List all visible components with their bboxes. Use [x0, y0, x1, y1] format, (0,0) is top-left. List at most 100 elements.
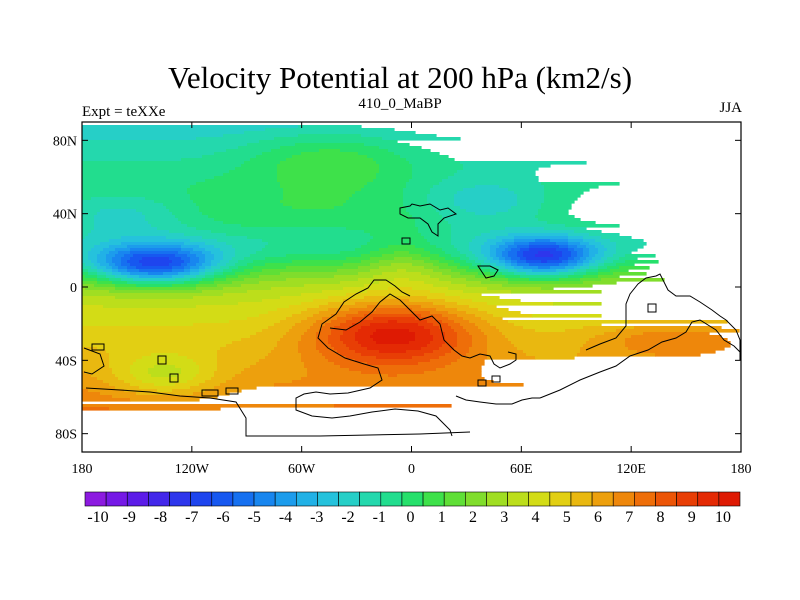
field-cell [517, 203, 542, 207]
field-cell [280, 338, 302, 342]
field-cell [244, 257, 266, 261]
field-cell [124, 254, 134, 258]
field-cell [280, 185, 365, 189]
field-cell [157, 389, 173, 393]
field-cell [223, 272, 236, 276]
field-cell [187, 263, 197, 267]
field-cell [82, 257, 89, 261]
field-cell [226, 380, 293, 384]
field-cell [514, 236, 569, 240]
field-cell [526, 353, 578, 357]
y-tick-label: 0 [70, 281, 77, 296]
field-cell [244, 131, 416, 135]
field-cell [592, 257, 602, 261]
field-cell [487, 350, 524, 354]
field-cell [583, 239, 596, 243]
field-cell [112, 257, 122, 261]
field-cell [115, 296, 194, 300]
field-cell [259, 359, 302, 363]
field-cell [490, 254, 497, 258]
field-cell [577, 269, 587, 273]
field-cell [139, 386, 191, 390]
field-cell [490, 263, 497, 267]
field-cell [190, 278, 203, 282]
field-cell [229, 260, 239, 264]
field-cell [250, 254, 287, 258]
field-cell [295, 143, 365, 147]
field-cell [346, 257, 371, 261]
field-cell [352, 194, 404, 198]
colorbar-swatch [507, 491, 530, 507]
field-cell [349, 308, 377, 312]
field-cell [340, 338, 356, 342]
field-cell [379, 248, 425, 252]
field-cell [196, 275, 206, 279]
field-cell [373, 275, 431, 279]
field-cell [196, 374, 215, 378]
field-cell [109, 239, 191, 243]
field-cell [181, 257, 191, 261]
field-cell [238, 275, 260, 279]
field-cell [229, 320, 281, 324]
field-cell [319, 305, 341, 309]
field-cell [388, 287, 413, 291]
field-cell [454, 245, 470, 249]
field-cell [502, 239, 515, 243]
field-cell [265, 245, 362, 249]
colorbar-label: -7 [185, 509, 198, 526]
field-cell [460, 272, 479, 276]
field-cell [163, 203, 197, 207]
field-cell [505, 260, 512, 264]
colorbar-label: -9 [123, 509, 136, 526]
field-cell [538, 209, 569, 213]
field-cell [571, 251, 578, 255]
field-cell [589, 338, 626, 342]
field-cell [361, 320, 389, 324]
field-cell [82, 395, 113, 399]
field-cell [82, 143, 248, 147]
field-cell [217, 356, 266, 360]
field-cell [616, 248, 638, 252]
colorbar-swatch [570, 491, 593, 507]
field-cell [625, 260, 659, 264]
field-cell [370, 263, 392, 267]
colorbar-swatch [253, 491, 276, 507]
field-cell [451, 242, 470, 246]
field-cell [337, 317, 353, 321]
field-cell [457, 314, 476, 318]
field-cell [403, 191, 431, 195]
field-cell [544, 227, 587, 231]
field-cell [103, 380, 125, 384]
island-e [201, 389, 219, 397]
field-cell [427, 194, 455, 198]
field-cell [112, 281, 128, 285]
field-cell [82, 326, 269, 330]
field-cell [103, 248, 116, 252]
field-cell [169, 209, 200, 213]
field-cell [442, 215, 536, 219]
field-cell [430, 191, 458, 195]
colorbar-label: 8 [657, 509, 665, 526]
colorbar-swatch [169, 491, 191, 507]
field-cell [412, 287, 449, 291]
field-cell [589, 251, 599, 255]
field-cell [106, 266, 113, 270]
field-cell [457, 341, 473, 345]
field-cell [307, 374, 389, 378]
coastline-east-lower [455, 395, 540, 405]
field-cell [82, 203, 164, 207]
colorbar-label: 5 [563, 509, 571, 526]
field-cell [466, 269, 482, 273]
field-cell [181, 158, 251, 162]
field-cell [82, 218, 95, 222]
field-cell [109, 383, 131, 387]
field-cell [412, 263, 434, 267]
field-cell [205, 380, 227, 384]
field-cell [427, 296, 461, 300]
x-tick-label: 60W [288, 462, 316, 477]
field-cell [301, 356, 326, 360]
field-cell [481, 248, 491, 252]
field-cell [109, 263, 116, 267]
colorbar-swatch [338, 491, 360, 507]
field-cell [394, 257, 413, 261]
